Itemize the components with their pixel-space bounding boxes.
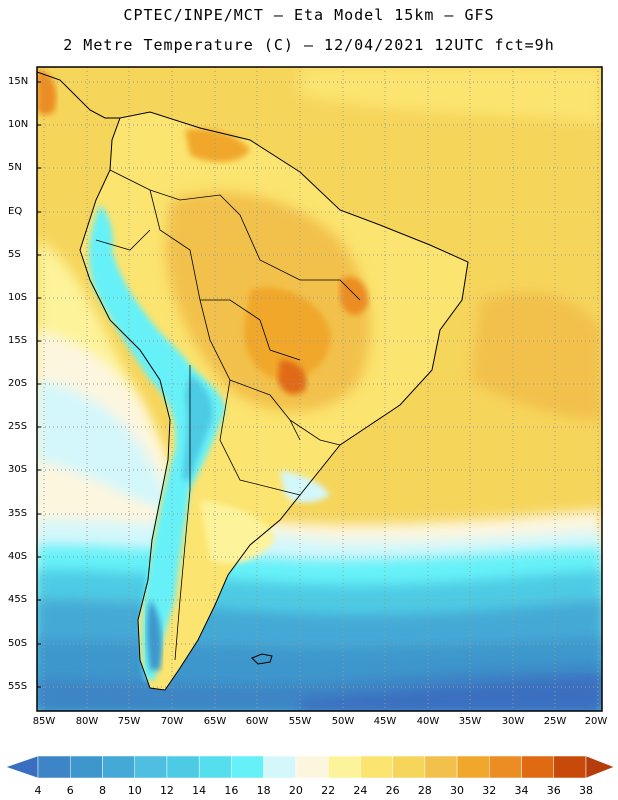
colorbar-swatch [456,755,490,779]
lon-label: 55W [288,716,312,727]
lon-label: 65W [203,716,227,727]
colorbar-tick-label: 28 [417,784,432,797]
lat-label: 25S [8,421,28,432]
colorbar-swatch [424,755,458,779]
colorbar-tick-label: 6 [66,784,74,797]
colorbar-swatch [231,755,264,779]
colorbar-swatch [69,755,103,779]
lon-label: 20W [584,716,608,727]
lon-label: 35W [458,716,482,727]
graticule [37,67,602,711]
colorbar-tick-label: 16 [224,784,239,797]
colorbar-tick-label: 22 [321,784,336,797]
colorbar [5,755,615,779]
colorbar-swatch [489,755,522,779]
colorbar-swatch [263,755,297,779]
colorbar-swatch [166,755,200,779]
colorbar-tick-label: 8 [98,784,106,797]
lat-label: 15S [8,335,28,346]
colorbar-arrow-low [5,755,39,779]
colorbar-swatch [198,755,232,779]
colorbar-swatch [360,755,393,779]
map-subtitle: 2 Metre Temperature (C) — 12/04/2021 12U… [63,36,555,54]
colorbar-swatch [102,755,135,779]
country-borders [95,169,361,661]
lat-label: 15N [8,76,29,87]
lat-label: EQ [8,206,23,217]
colorbar-tick-label: 14 [192,784,207,797]
colorbar-swatch [553,755,587,779]
central-america-coast [37,71,120,119]
map-frame [36,66,603,712]
lat-label: 30S [8,464,28,475]
colorbar-swatch [134,755,168,779]
colorbar-tick-label: 18 [256,784,271,797]
colorbar-swatch [37,755,71,779]
lat-label: 45S [8,594,28,605]
lat-label: 5S [8,249,21,260]
colorbar-swatch [521,755,555,779]
colorbar-tick-label: 30 [450,784,465,797]
lon-label: 40W [416,716,440,727]
axis-ticks [37,81,41,688]
colorbar-tick-label: 38 [579,784,593,797]
map-field [37,67,602,711]
lat-label: 10N [8,119,29,130]
lon-label: 80W [75,716,99,727]
colorbar-swatch [327,755,361,779]
lat-label: 55S [8,681,28,692]
lon-label: 30W [501,716,525,727]
lon-label: 70W [160,716,184,727]
lat-label: 35S [8,508,28,519]
colorbar-tick-label: 10 [127,784,142,797]
lon-label: 50W [331,716,355,727]
lon-label: 60W [245,716,269,727]
lat-label: 5N [8,162,22,173]
colorbar-arrow-high [585,755,615,779]
lat-label: 50S [8,638,28,649]
lon-label: 75W [117,716,141,727]
colorbar-tick-label: 32 [482,784,497,797]
colorbar-tick-label: 36 [546,784,561,797]
lon-label: 25W [543,716,567,727]
colorbar-swatch [392,755,426,779]
colorbar-tick-label: 4 [34,784,42,797]
lat-label: 40S [8,551,28,562]
colorbar-tick-label: 26 [385,784,400,797]
lat-label: 10S [8,292,28,303]
map-title: CPTEC/INPE/MCT — Eta Model 15km — GFS [123,6,495,24]
coastline [79,111,469,691]
lon-label: 45W [373,716,397,727]
lat-label: 20S [8,378,28,389]
colorbar-tick-label: 34 [514,784,529,797]
colorbar-tick-label: 20 [288,784,303,797]
colorbar-swatch [295,755,329,779]
colorbar-tick-label: 12 [159,784,174,797]
falkland-islands [251,653,273,665]
lon-label: 85W [32,716,56,727]
colorbar-tick-label: 24 [353,784,368,797]
